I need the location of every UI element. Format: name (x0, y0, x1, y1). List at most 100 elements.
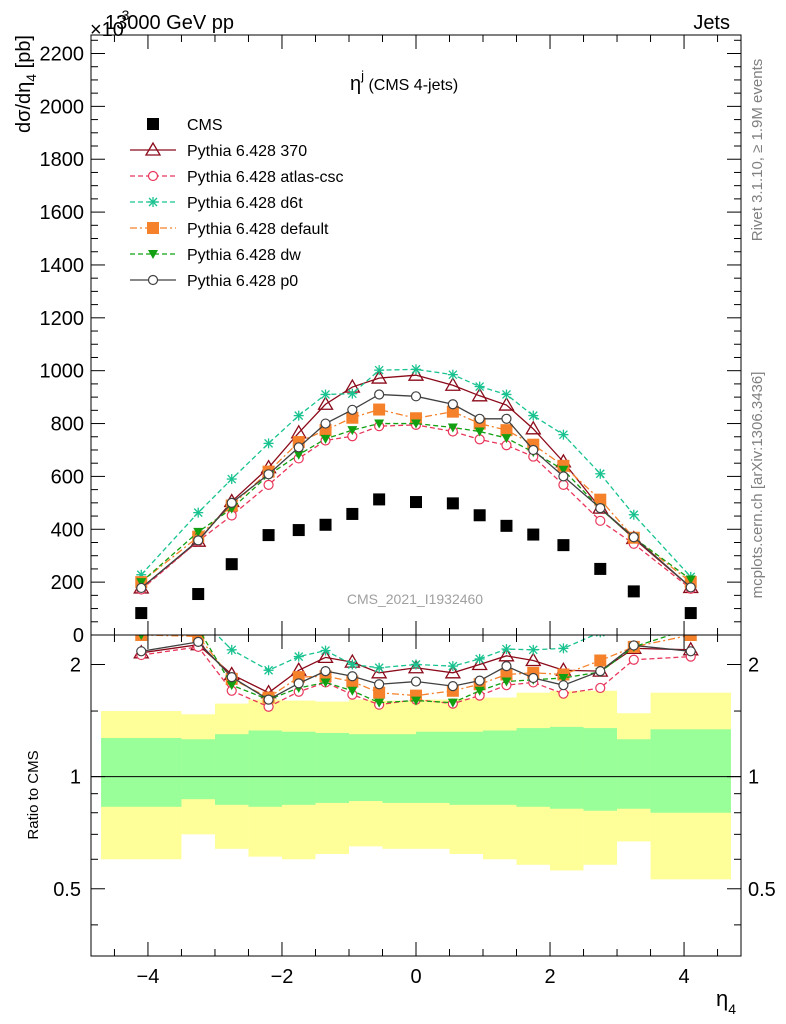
data-point-pythia-6-428-d6t-11-stroke-3 (502, 390, 511, 399)
ratio-point-pythia-6-428-d6t-13-stroke-3 (558, 643, 568, 653)
main-y-tick-label-2200: 2200 (40, 44, 85, 66)
ratio-point-pythia-6-428-370-5 (317, 649, 334, 664)
ratio-point-pythia-6-428-d6t-4-stroke-3 (294, 652, 304, 662)
ratio-point-pythia-6-428-d6t-0-stroke-2 (137, 624, 145, 632)
series-pythia-6-428-p0 (136, 389, 696, 594)
ratio-y-axis-label: Ratio to CMS (25, 750, 42, 839)
data-point-pythia-6-428-p0-7 (374, 389, 385, 400)
legend: CMS Pythia 6.428 370 Pythia 6.428 atlas-cs… (130, 117, 344, 290)
data-point-pythia-6-428-d6t-14-stroke-3 (595, 469, 605, 479)
data-point-pythia-6-428-p0-14 (595, 503, 606, 514)
ratio-point-pythia-6-428-d6t-14 (595, 635, 605, 638)
ratio-point-pythia-6-428-atlas-csc-14 (595, 682, 606, 694)
ratio-point-pythia-6-428-d6t-3 (263, 665, 274, 676)
data-point-cms-12 (527, 528, 540, 541)
ratio-point-pythia-6-428-dw-9 (447, 698, 458, 708)
rivet-version-label: Rivet 3.1.10, ≥ 1.9M events (749, 59, 766, 242)
data-point-pythia-6-428-p0-10 (474, 413, 485, 424)
ratio-y-tick-label-1: 1 (70, 767, 81, 789)
ratio-point-pythia-6-428-d6t-2-stroke-3 (227, 645, 237, 655)
ratio-point-pythia-6-428-d6t-12 (528, 644, 539, 655)
data-point-cms-7 (373, 493, 386, 506)
stat-band-bin-14 (617, 739, 651, 809)
ratio-point-pythia-6-428-d6t-8-stroke-3 (411, 660, 421, 669)
main-y-tick-label-600: 600 (51, 466, 84, 488)
ratio-point-pythia-6-428-dw-8 (411, 696, 421, 706)
data-point-pythia-6-428-d6t-8 (411, 364, 421, 375)
ratio-point-pythia-6-428-default-14 (594, 654, 607, 667)
ratio-point-pythia-6-428-d6t-5 (320, 645, 331, 656)
ratio-point-pythia-6-428-dw-0 (138, 635, 145, 640)
mcplots-label: mcplots.cern.ch [arXiv:1306.3436] (749, 372, 766, 599)
main-y-axis-label: dσ/dη4 [pb] (13, 35, 39, 133)
ratio-point-pythia-6-428-p0-15 (628, 640, 639, 651)
series-line-pythia-6-428-370 (140, 374, 692, 589)
x-axis-label: η4 (716, 986, 736, 1017)
main-y-axis-label-sub: 4 (23, 74, 39, 82)
stat-band-bin-1 (181, 739, 215, 800)
ratio-plot-panel: 0.5 0.51 12 2 −4 −2 0 2 4 Ratio to CMS η4 (25, 608, 776, 1017)
ratio-point-pythia-6-428-d6t-4 (293, 651, 304, 662)
plot-title-main: ηj (CMS 4-jets) (350, 68, 458, 95)
stat-band-bin-6 (348, 734, 383, 802)
ratio-y-tick-label-2: 2 (70, 654, 81, 676)
ratio-point-pythia-6-428-p0-6 (347, 671, 358, 682)
data-point-pythia-6-428-p0-16 (685, 582, 696, 593)
data-point-cms-2 (225, 558, 238, 571)
stat-band-bin-13 (583, 728, 618, 811)
data-point-pythia-6-428-dw-8 (411, 419, 421, 429)
main-y-tick-label-1400: 1400 (40, 255, 85, 277)
data-point-pythia-6-428-p0-3 (263, 469, 274, 480)
main-plot-panel: 0 200 400 600 800 1000 1200 1400 1600 1800 2000 220… (13, 34, 742, 647)
ratio-point-pythia-6-428-p0-9 (447, 680, 458, 692)
ratio-y-tick-label-right-0.5: 0.5 (748, 879, 776, 901)
legend-label-pythia-6-428-dw: Pythia 6.428 dw (187, 247, 301, 264)
header-category-label: Jets (693, 12, 730, 34)
ratio-series-pythia-6-428-p0 (136, 636, 696, 705)
ratio-point-pythia-6-428-d6t-9-stroke-3 (448, 661, 458, 671)
data-point-cms-11 (500, 519, 513, 532)
data-point-pythia-6-428-d6t-13-stroke-3 (558, 430, 568, 440)
legend-label-pythia-6-428-p0: Pythia 6.428 p0 (187, 273, 298, 290)
main-y-tick-label-1800: 1800 (40, 149, 85, 171)
ratio-point-pythia-6-428-dw-1 (193, 624, 203, 633)
data-point-pythia-6-428-p0-12 (528, 444, 539, 456)
data-point-pythia-6-428-p0-1 (193, 535, 204, 546)
data-point-pythia-6-428-d6t-4 (293, 410, 304, 421)
data-point-pythia-6-428-p0-6 (347, 404, 358, 415)
ratio-point-pythia-6-428-d6t-6-stroke-3 (347, 660, 357, 669)
data-point-pythia-6-428-d6t-9-stroke-3 (448, 370, 458, 380)
series-pythia-6-428-default (135, 403, 697, 589)
ratio-y-ticks: 0.5 0.5 1 1 2 2 (53, 654, 776, 926)
legend-marker-pythia-6-428-p0 (147, 274, 159, 286)
legend-entry-pythia-6-428-dw: Pythia 6.428 dw (130, 247, 301, 264)
data-point-pythia-6-428-default-11 (500, 424, 513, 437)
legend-marker-pythia-6-428-dw (148, 250, 158, 259)
legend-label-pythia-6-428-d6t: Pythia 6.428 d6t (187, 195, 303, 212)
data-point-cms-3 (262, 529, 275, 542)
main-y-ticks: 0 200 400 600 800 1000 1200 1400 1600 1800 2000 220… (40, 39, 741, 647)
ratio-point-pythia-6-428-p0-4 (293, 678, 304, 689)
legend-marker-pythia-6-428-d6t (148, 197, 158, 207)
data-point-pythia-6-428-p0-9 (447, 399, 458, 410)
data-point-pythia-6-428-d6t-15 (628, 509, 639, 520)
legend-marker-pythia-6-428-default (147, 222, 159, 234)
legend-entry-cms: CMS (147, 117, 223, 134)
ratio-point-pythia-6-428-dw-2 (226, 681, 237, 691)
data-point-pythia-6-428-d6t-14 (595, 468, 606, 479)
ratio-point-pythia-6-428-d6t-11 (501, 644, 512, 655)
legend-label-pythia-6-428-default: Pythia 6.428 default (187, 221, 329, 238)
data-point-pythia-6-428-d6t-2 (226, 474, 237, 485)
ratio-point-pythia-6-428-dw-11 (501, 677, 512, 687)
ratio-line-pythia-6-428-d6t (216, 635, 596, 671)
data-point-pythia-6-428-atlas-csc-3 (263, 479, 274, 490)
ratio-point-pythia-6-428-d6t-15 (629, 608, 639, 618)
ratio-line-pythia-6-428-atlas-csc (141, 646, 691, 708)
data-point-pythia-6-428-default-7 (373, 403, 386, 416)
data-point-pythia-6-428-d6t-6 (347, 388, 358, 399)
legend-entry-pythia-6-428-370: Pythia 6.428 370 (130, 141, 307, 160)
data-point-pythia-6-428-d6t-1-stroke-3 (193, 508, 203, 518)
ratio-point-pythia-6-428-p0-11 (501, 661, 512, 672)
main-y-tick-label-1200: 1200 (40, 308, 85, 330)
stat-band-bin-8 (416, 731, 450, 803)
